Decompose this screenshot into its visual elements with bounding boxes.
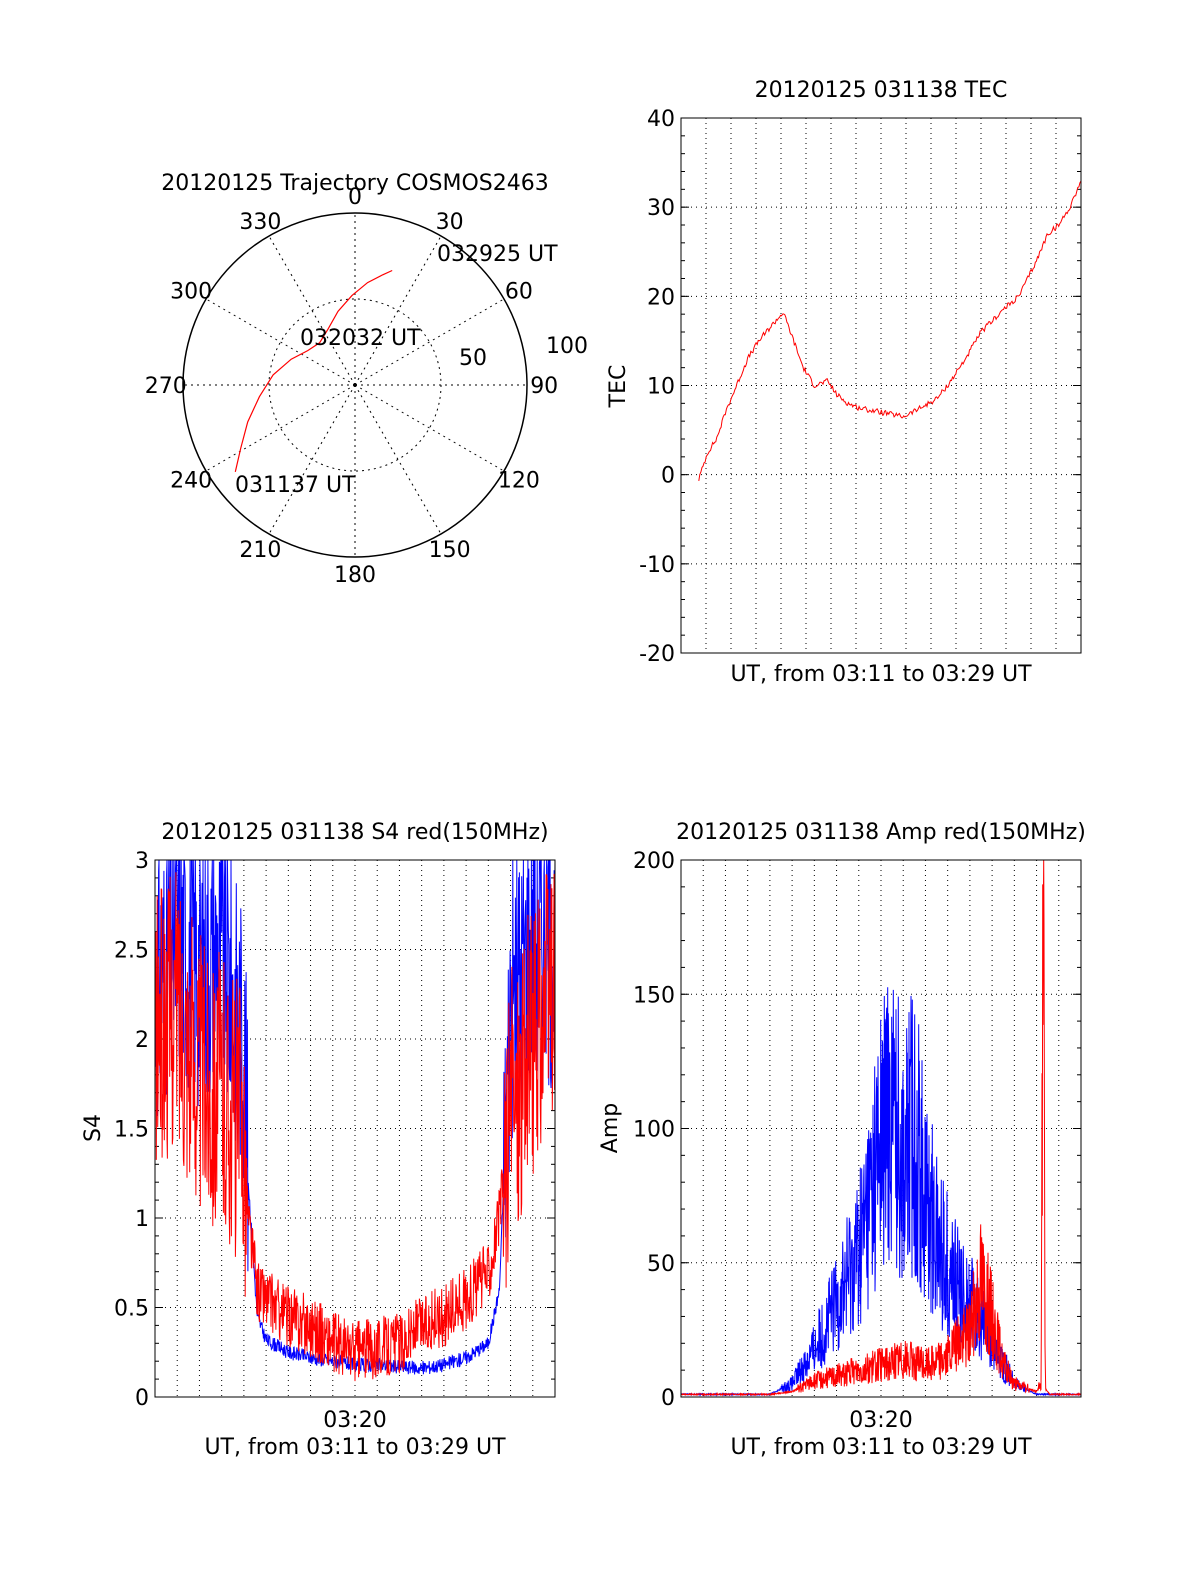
trajectory-title: 20120125 Trajectory COSMOS2463 bbox=[161, 171, 548, 196]
trajectory-polar-plot: 20120125 Trajectory COSMOS2463 0 30 60 90 12… bbox=[145, 171, 588, 588]
polar-radial-label: 50 bbox=[459, 346, 487, 371]
y-tick-label: 30 bbox=[647, 196, 675, 221]
polar-angle-label: 270 bbox=[145, 374, 187, 399]
tec-y-tick-labels: -20 -10 0 10 20 30 40 bbox=[639, 107, 675, 667]
amp-frame bbox=[680, 859, 1082, 1398]
trajectory-annotations: 032925 UT 032032 UT 031137 UT bbox=[235, 242, 558, 498]
y-tick-label: 2 bbox=[135, 1028, 149, 1053]
polar-spoke bbox=[354, 384, 505, 472]
polar-angle-label: 150 bbox=[429, 538, 471, 563]
y-tick-label: 150 bbox=[633, 983, 675, 1008]
y-tick-label: 40 bbox=[647, 107, 675, 132]
polar-spoke bbox=[268, 384, 356, 535]
amp-y-tick-labels: 0 50 100 150 200 bbox=[633, 849, 675, 1411]
y-tick-label: 0 bbox=[661, 1386, 675, 1411]
y-tick-label: -20 bbox=[639, 642, 675, 667]
polar-spoke bbox=[205, 298, 356, 386]
tec-ylabel: TEC bbox=[606, 365, 631, 409]
y-tick-label: -10 bbox=[639, 553, 675, 578]
s4-frame bbox=[154, 859, 556, 1398]
polar-spoke bbox=[205, 384, 356, 472]
polar-angle-label: 120 bbox=[498, 469, 540, 494]
amp-xtick-label: 03:20 bbox=[849, 1408, 912, 1433]
polar-outer-ring bbox=[182, 212, 528, 558]
polar-angle-label: 60 bbox=[505, 279, 533, 304]
y-tick-label: 10 bbox=[647, 375, 675, 400]
polar-radial-label: 100 bbox=[546, 334, 588, 359]
y-tick-label: 0 bbox=[661, 464, 675, 489]
polar-spoke bbox=[268, 235, 356, 386]
polar-spoke bbox=[354, 298, 505, 386]
s4-xlabel: UT, from 03:11 to 03:29 UT bbox=[204, 1435, 506, 1460]
polar-angle-label: 240 bbox=[170, 469, 212, 494]
polar-angle-label: 0 bbox=[348, 185, 362, 210]
s4-xtick-label: 03:20 bbox=[323, 1408, 386, 1433]
tec-series bbox=[698, 180, 1082, 481]
amp-plot: 20120125 031138 Amp red(150MHz) 0 50 100 15… bbox=[598, 820, 1086, 1460]
polar-angle-labels: 0 30 60 90 120 150 180 210 240 270 300 330 bbox=[145, 185, 558, 588]
s4-ylabel: S4 bbox=[81, 1114, 106, 1142]
trajectory-time-label: 032032 UT bbox=[300, 326, 421, 351]
y-tick-label: 100 bbox=[633, 1118, 675, 1143]
tec-title: 20120125 031138 TEC bbox=[755, 78, 1008, 103]
y-tick-label: 2.5 bbox=[114, 939, 149, 964]
y-tick-label: 20 bbox=[647, 285, 675, 310]
y-tick-label: 0.5 bbox=[114, 1297, 149, 1322]
series-line-red bbox=[698, 180, 1082, 481]
s4-plot: 20120125 031138 S4 red(150MHz) 0 0.5 1 1.5 2… bbox=[81, 820, 556, 1460]
amp-series bbox=[680, 859, 1082, 1397]
amp-ylabel: Amp bbox=[598, 1103, 623, 1153]
series-line-red bbox=[680, 859, 1082, 1397]
tec-xlabel: UT, from 03:11 to 03:29 UT bbox=[730, 662, 1032, 687]
series-line-blue bbox=[680, 987, 1082, 1397]
trajectory-line bbox=[234, 269, 393, 473]
y-tick-label: 1 bbox=[135, 1207, 149, 1232]
polar-angle-label: 30 bbox=[436, 210, 464, 235]
series-line-red bbox=[154, 872, 556, 1382]
polar-angle-label: 90 bbox=[530, 374, 558, 399]
polar-spoke bbox=[354, 235, 442, 386]
polar-angle-label: 210 bbox=[239, 538, 281, 563]
polar-angle-label: 300 bbox=[170, 279, 212, 304]
y-tick-label: 0 bbox=[135, 1386, 149, 1411]
y-tick-label: 200 bbox=[633, 849, 675, 874]
polar-radial-labels: 50 100 bbox=[459, 334, 588, 371]
y-tick-label: 1.5 bbox=[114, 1118, 149, 1143]
polar-angle-label: 330 bbox=[239, 210, 281, 235]
polar-spoke bbox=[354, 384, 442, 535]
polar-angle-label: 180 bbox=[334, 563, 376, 588]
trajectory-time-label: 031137 UT bbox=[235, 473, 356, 498]
s4-series bbox=[154, 859, 556, 1382]
tec-frame bbox=[680, 117, 1082, 654]
y-tick-label: 3 bbox=[135, 849, 149, 874]
trajectory-time-label: 032925 UT bbox=[437, 242, 558, 267]
tec-grid bbox=[681, 117, 1081, 654]
amp-title: 20120125 031138 Amp red(150MHz) bbox=[676, 820, 1086, 845]
polar-grid bbox=[182, 212, 528, 558]
y-tick-label: 50 bbox=[647, 1252, 675, 1277]
s4-title: 20120125 031138 S4 red(150MHz) bbox=[161, 820, 548, 845]
amp-xlabel: UT, from 03:11 to 03:29 UT bbox=[730, 1435, 1032, 1460]
s4-y-tick-labels: 0 0.5 1 1.5 2 2.5 3 bbox=[114, 849, 149, 1411]
